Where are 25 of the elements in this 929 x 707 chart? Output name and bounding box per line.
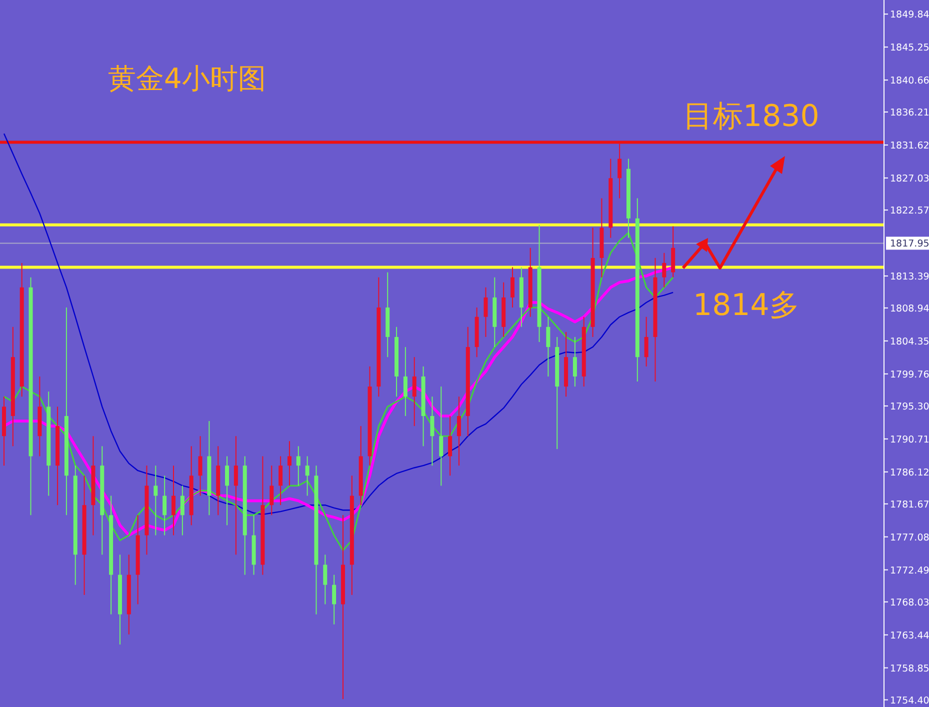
y-tick-label: 1845.25: [890, 42, 929, 54]
y-tick-label: 1768.03: [890, 597, 929, 608]
y-tick-label: 1813.39: [890, 271, 929, 282]
y-tick-label: 1827.03: [890, 173, 929, 184]
y-tick-label: 1822.57: [890, 206, 929, 217]
y-tick-label: 1831.62: [890, 140, 929, 152]
y-tick-label: 1804.35: [890, 336, 929, 348]
y-tick-label: 1799.76: [890, 369, 929, 380]
text: 黄金4小时图: [108, 62, 266, 95]
y-tick-label: 1758.85: [890, 663, 929, 674]
y-tick-label: 1781.67: [890, 499, 929, 510]
y-tick-label: 1795.30: [890, 401, 929, 412]
y-tick-label: 1808.94: [890, 303, 929, 314]
ref-line-label: 1817.95: [890, 238, 929, 250]
y-tick-label: 1777.08: [890, 532, 929, 544]
y-tick-label: 1790.71: [890, 434, 929, 446]
y-tick-label: 1849.84: [890, 10, 929, 21]
y-tick-label: 1836.21: [890, 108, 929, 119]
y-tick-label: 1840.66: [890, 76, 929, 87]
y-tick-label: 1772.49: [890, 565, 929, 576]
text: 目标1830: [683, 99, 820, 134]
text: 1814多: [693, 288, 800, 323]
y-tick-label: 1763.44: [890, 630, 929, 642]
y-tick-label: 1754.40: [890, 695, 929, 706]
y-tick-label: 1786.12: [890, 467, 929, 478]
